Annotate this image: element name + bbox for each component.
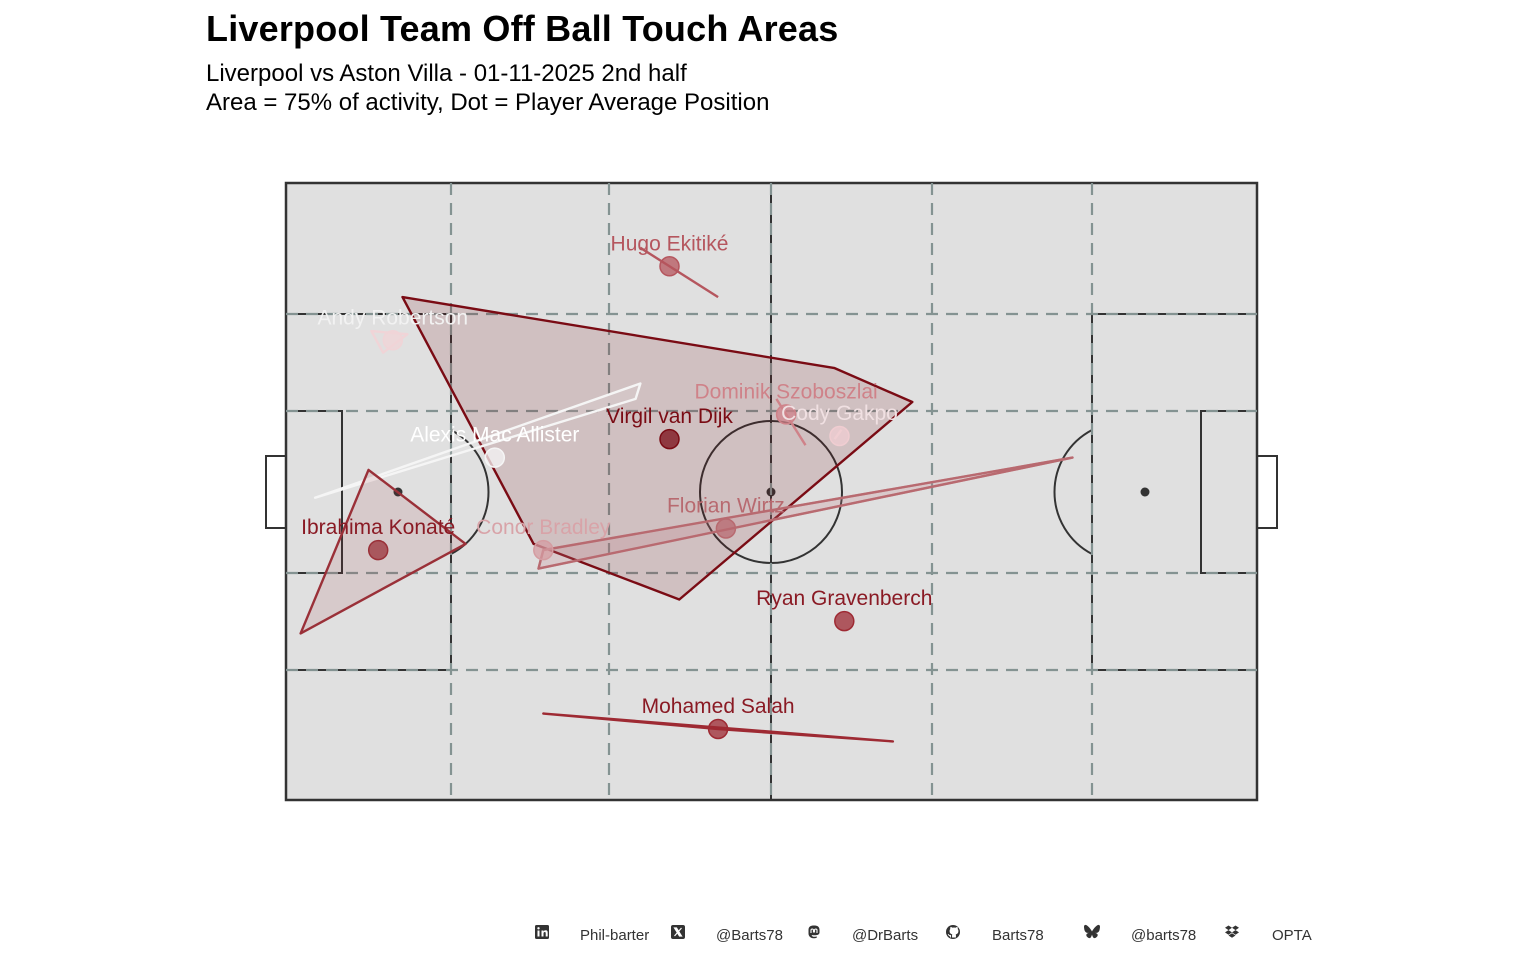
avg-position-florian-wirtz <box>715 518 737 539</box>
footer-source[interactable]: OPTA <box>1224 924 1312 944</box>
right-goal <box>1256 455 1278 529</box>
player-label-conor-bradley: Conor Bradley <box>476 516 611 539</box>
touch-area-alexis-mac-allister <box>313 382 642 499</box>
avg-position-virgil-van-dijk <box>659 428 680 450</box>
chart-subtitle-line1: Liverpool vs Aston Villa - 01-11-2025 2n… <box>206 60 687 87</box>
touch-area-virgil-van-dijk <box>401 295 914 601</box>
player-label-ibrahima-konate: Ibrahima Konaté <box>301 516 455 539</box>
footer-x[interactable]: @Barts78 <box>670 924 783 944</box>
footer-github[interactable]: Barts78 <box>945 924 1044 944</box>
average-positions <box>367 256 855 740</box>
footer-mastodon[interactable]: @DrBarts <box>806 924 918 944</box>
player-label-cody-gakpo: Cody Gakpo <box>781 402 898 425</box>
avg-position-conor-bradley <box>533 539 554 561</box>
right-penalty-arc <box>1053 429 1093 555</box>
avg-position-dominik-szoboszlai <box>775 404 797 425</box>
avg-position-ryan-gravenberch <box>834 610 855 632</box>
avg-position-ibrahima-konate <box>367 539 389 561</box>
player-label-hugo-ekitike: Hugo Ekitiké <box>611 232 729 255</box>
footer-github-text: Barts78 <box>992 927 1044 944</box>
footer-linkedin-text: Phil-barter <box>580 927 650 944</box>
chart-title: Liverpool Team Off Ball Touch Areas <box>206 8 839 49</box>
player-label-alexis-mac-allister: Alexis Mac Allister <box>410 424 579 447</box>
player-label-andy-robertson: Andy Robertson <box>318 306 469 329</box>
footer-bluesky[interactable]: @barts78 <box>1083 924 1196 944</box>
footer-source-text: OPTA <box>1272 927 1312 944</box>
footer-mastodon-text: @DrBarts <box>852 927 919 944</box>
player-label-florian-wirtz: Florian Wirtz <box>667 495 785 518</box>
footer-bluesky-text: @barts78 <box>1131 927 1197 944</box>
left-penalty-arc <box>450 429 490 555</box>
footer-linkedin[interactable]: Phil-barter <box>534 924 649 944</box>
player-label-dominik-szoboszlai: Dominik Szoboszlai <box>694 380 877 403</box>
bluesky-icon <box>1083 924 1101 940</box>
chart-subtitle-line2: Area = 75% of activity, Dot = Player Ave… <box>206 89 770 116</box>
footer: Phil-barter @Barts78 @DrBarts Barts78 @b… <box>0 924 1536 948</box>
left-goal <box>265 455 287 529</box>
linkedin-icon <box>534 924 550 940</box>
avg-position-andy-robertson <box>382 330 404 351</box>
avg-position-hugo-ekitike <box>659 256 680 277</box>
dropbox-icon <box>1224 924 1240 940</box>
player-labels: Hugo Ekitiké Andy Robertson Virgil van Dij… <box>301 232 932 718</box>
mastodon-icon <box>806 924 822 940</box>
avg-position-cody-gakpo <box>829 425 850 447</box>
touch-area-hugo-ekitike <box>639 246 719 299</box>
github-icon <box>945 924 961 940</box>
footer-x-text: @Barts78 <box>716 927 783 944</box>
avg-position-alexis-mac-allister <box>484 447 506 468</box>
right-penalty-spot <box>1140 487 1150 497</box>
avg-position-mohamed-salah <box>707 718 729 740</box>
player-label-ryan-gravenberch: Ryan Gravenberch <box>756 587 932 610</box>
player-label-mohamed-salah: Mohamed Salah <box>642 695 795 718</box>
zone-grid <box>286 183 1257 800</box>
x-icon <box>670 924 686 940</box>
player-label-virgil-van-dijk: Virgil van Dijk <box>606 405 733 428</box>
